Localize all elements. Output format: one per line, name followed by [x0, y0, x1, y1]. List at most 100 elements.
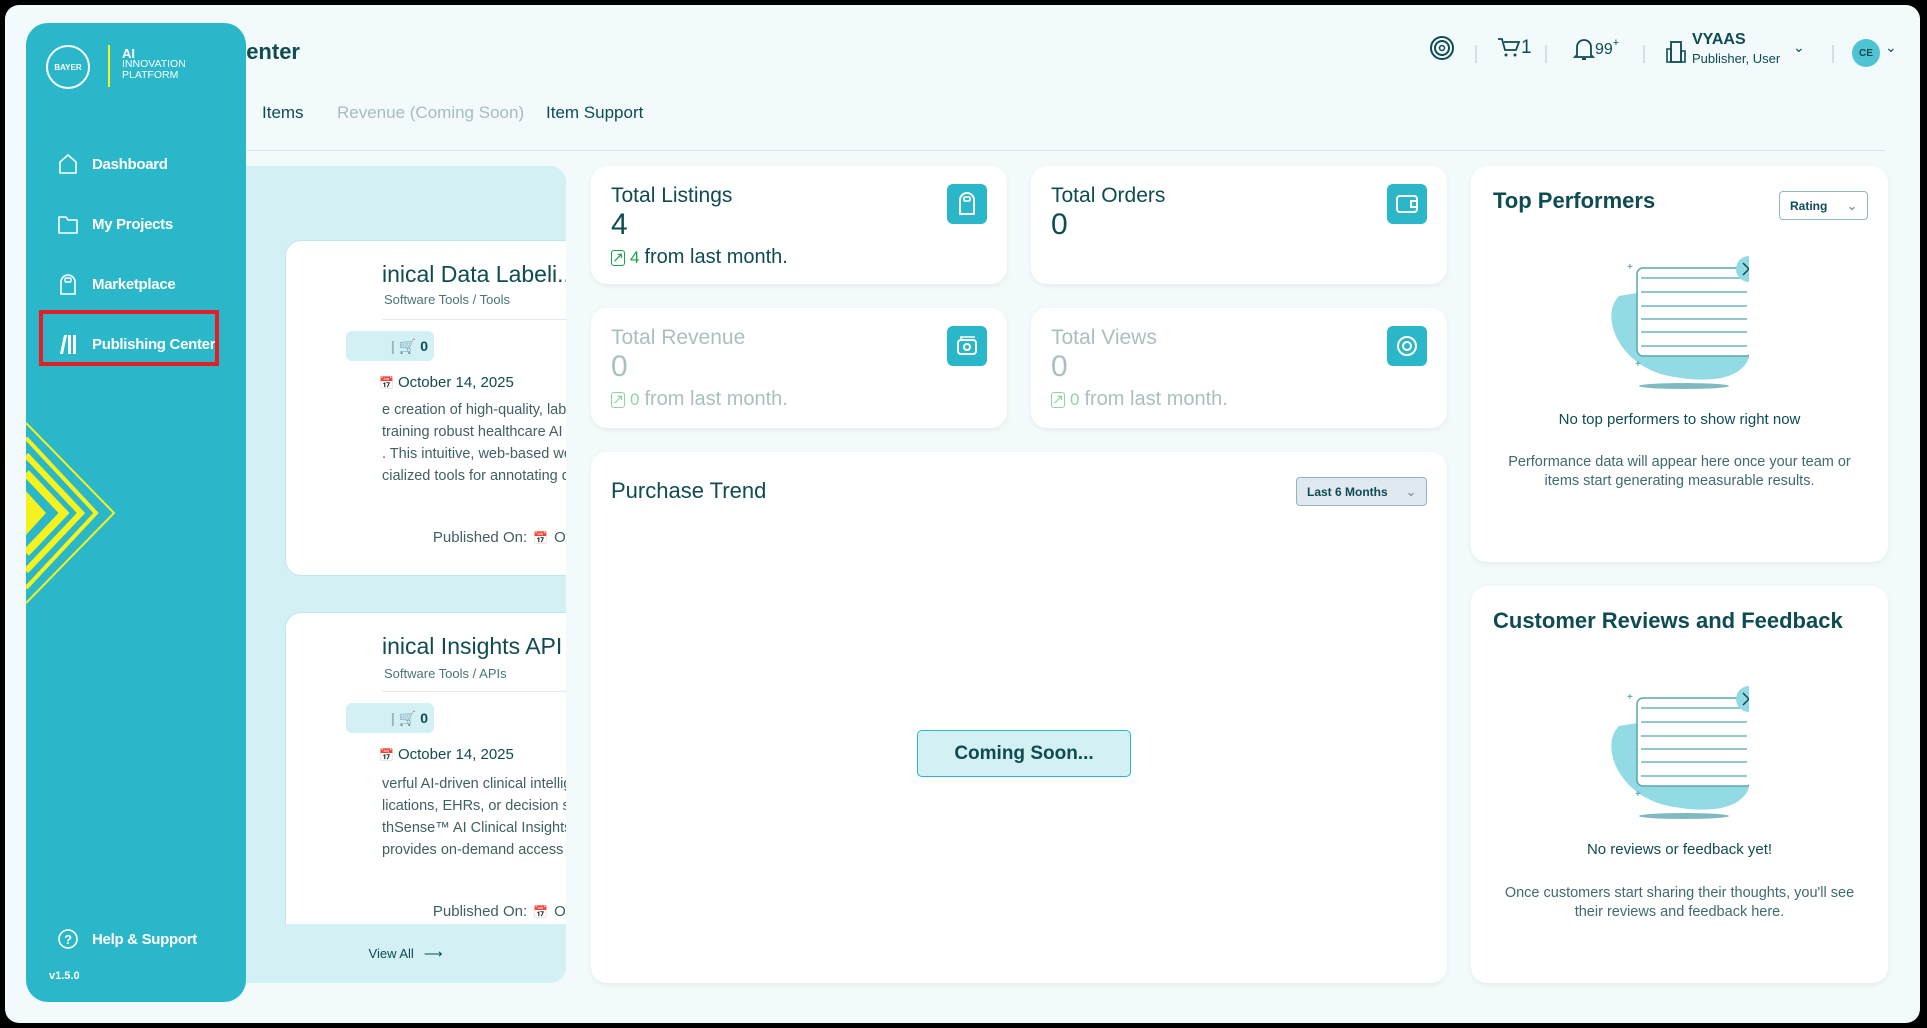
published-label: Published On:	[432, 903, 528, 920]
page-title: Publishing Center	[242, 39, 300, 64]
separator	[1643, 45, 1645, 63]
reviews-panel: Customer Reviews and Feedback + + No revi…	[1471, 586, 1888, 983]
cart-count: 0	[420, 710, 428, 726]
sidebar-item-publishing-center[interactable]: Publishing Center	[56, 332, 216, 356]
stat-delta: ↗ 0 from last month.	[611, 388, 788, 411]
brand-line: INNOVATION	[122, 58, 186, 70]
settings-icon[interactable]	[1429, 35, 1455, 61]
stat-value: 4	[611, 208, 628, 241]
stat-card-total-orders: Total Orders 0	[1031, 166, 1447, 284]
help-support-link[interactable]: ? Help & Support	[56, 927, 197, 951]
bell-icon	[1573, 39, 1595, 60]
separator	[1545, 45, 1547, 63]
arrow-right-icon: ⟶	[423, 945, 443, 961]
eye-icon	[1387, 326, 1427, 366]
logo-divider	[108, 45, 110, 87]
sidebar-item-dashboard[interactable]: Dashboard	[56, 152, 168, 176]
trend-up-icon: ↗	[1051, 390, 1065, 408]
tab-revenue: Revenue (Coming Soon)	[337, 103, 525, 122]
bag-icon	[60, 274, 76, 295]
chevron-down-icon[interactable]: ⌄	[1885, 39, 1897, 55]
published-on: Published On: 📅 October 14, 2025	[433, 529, 566, 546]
sidebar-item-my-projects[interactable]: My Projects	[56, 212, 173, 236]
calendar-icon: 📅	[533, 530, 549, 545]
stat-delta: ↗ 4 from last month.	[611, 246, 788, 269]
app-window: Publishing Center Items Revenue (Coming …	[5, 5, 1920, 1023]
notifications-button[interactable]: 99 +	[1573, 37, 1619, 61]
cart-icon	[1498, 38, 1521, 57]
brand-line: AI	[122, 46, 135, 61]
platform-name: AI INNOVATION PLATFORM	[122, 46, 186, 81]
empty-state-illustration: ++	[1611, 686, 1749, 819]
calendar-icon: 📅	[379, 375, 394, 390]
chevron-down-icon[interactable]: ⌄	[1793, 39, 1805, 55]
avatar[interactable]: CE	[1852, 39, 1880, 67]
listing-card[interactable]: inical Data Labeli... Software Tools / T…	[285, 240, 566, 576]
purchase-trend-panel: Purchase Trend Last 6 Months ⌄ Coming Soo…	[591, 452, 1447, 983]
published-date: October 14, 2025	[554, 529, 566, 546]
delta-text: from last month.	[644, 246, 788, 268]
stat-value: 0	[1051, 350, 1068, 383]
svg-text:+: +	[1635, 359, 1641, 370]
bayer-logo: BAYER	[46, 45, 90, 89]
divider	[382, 691, 566, 692]
help-label: Help & Support	[92, 930, 197, 948]
sidebar-item-label: Publishing Center	[92, 335, 216, 353]
tab-item-support[interactable]: Item Support	[546, 103, 644, 122]
cart-count: 1	[1521, 37, 1532, 58]
cart-button[interactable]: 1	[1497, 37, 1532, 59]
highlight-box	[39, 310, 219, 366]
bag-icon	[947, 184, 987, 224]
cart-icon: 🛒	[398, 337, 417, 354]
calendar-icon: 📅	[379, 747, 394, 762]
range-dropdown[interactable]: Last 6 Months ⌄	[1296, 477, 1427, 506]
panel-title: Top Performers	[1493, 188, 1656, 213]
delta-text: from last month.	[1084, 388, 1228, 410]
desc-line: verful AI-driven clinical intelligence d…	[382, 776, 566, 792]
listing-description: verful AI-driven clinical intelligence d…	[382, 773, 566, 861]
view-all-label: View All	[368, 946, 414, 961]
top-performers-panel: Top Performers Rating ⌄ + + No top perform…	[1471, 166, 1888, 562]
cart-badge: | 🛒 0	[346, 331, 434, 361]
listing-card[interactable]: inical Insights API Software Tools / API…	[285, 612, 566, 942]
empty-description: Performance data will appear here once y…	[1508, 454, 1851, 489]
stat-delta: ↗ 0 from last month.	[1051, 388, 1228, 411]
divider	[245, 150, 1885, 151]
sidebar-item-marketplace[interactable]: Marketplace	[56, 272, 176, 296]
stat-card-total-views: Total Views 0 ↗ 0 from last month.	[1031, 308, 1447, 428]
money-icon	[947, 326, 987, 366]
divider	[382, 319, 566, 320]
trend-up-icon: ↗	[611, 390, 625, 408]
date-text: October 14, 2025	[397, 374, 514, 391]
cart-badge: | 🛒 0	[346, 703, 434, 733]
help-icon: ?	[58, 929, 78, 949]
notification-plus: +	[1612, 37, 1620, 49]
listing-title: inical Data Labeli...	[382, 261, 566, 287]
stat-label: Total Orders	[1051, 184, 1166, 207]
stat-value: 0	[611, 350, 628, 383]
stat-card-total-listings: Total Listings 4 ↗ 4 from last month.	[591, 166, 1007, 284]
listing-date: 📅 October 14, 2025	[379, 746, 514, 763]
delta-value: 0	[1070, 389, 1080, 409]
desc-line: e creation of high-quality, labeled data…	[382, 402, 566, 418]
stat-label: Total Views	[1051, 326, 1157, 349]
svg-text:+: +	[1627, 692, 1633, 703]
panel-title: Customer Reviews and Feedback	[1493, 608, 1843, 633]
desc-line: cialized tools for annotating diverse me…	[382, 468, 566, 484]
delta-value: 0	[630, 389, 640, 409]
home-icon	[59, 154, 77, 174]
tab-items[interactable]: Items	[262, 103, 304, 122]
sort-dropdown[interactable]: Rating ⌄	[1779, 191, 1868, 220]
published-date: October 14, 2025	[554, 903, 566, 920]
version-label: v1.5.0	[49, 970, 80, 982]
separator	[1832, 45, 1834, 63]
page-title-container: Publishing Center	[242, 39, 300, 69]
desc-line: . This intuitive, web-based workbench	[382, 446, 566, 462]
sidebar-item-label: Marketplace	[92, 275, 176, 293]
org-switcher[interactable]: VYAAS Publisher, User	[1692, 31, 1780, 66]
svg-text:?: ?	[64, 932, 72, 947]
separator	[1475, 45, 1477, 63]
desc-line: lications, EHRs, or decision support sys…	[382, 798, 566, 814]
books-icon	[60, 335, 76, 354]
sidebar: BAYER AI INNOVATION PLATFORM Dashboard M…	[26, 23, 246, 1002]
